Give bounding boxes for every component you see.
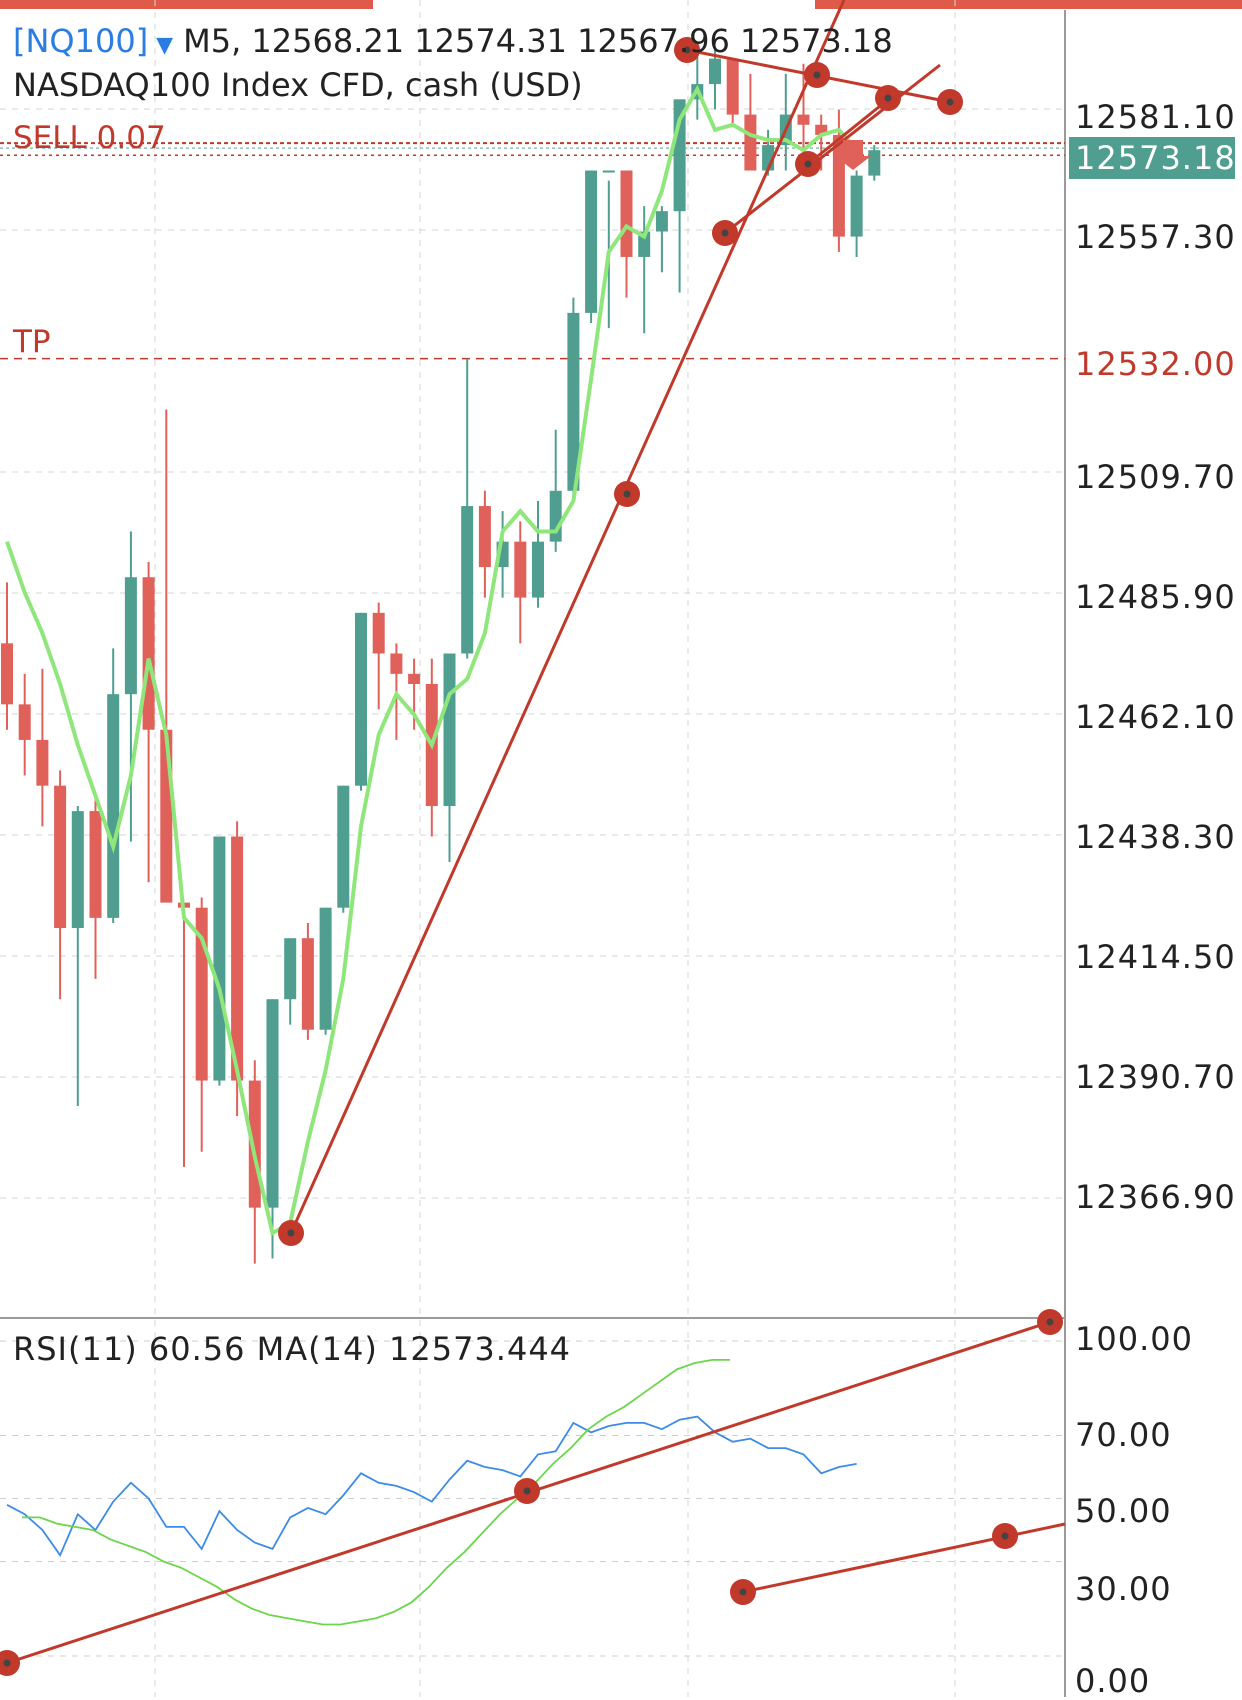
price-label: 12390.70 bbox=[1075, 1058, 1236, 1096]
trendline-anchor-dot bbox=[804, 160, 812, 168]
candle-bull bbox=[461, 506, 474, 654]
candle-bull bbox=[602, 170, 615, 173]
candle-bull bbox=[284, 938, 297, 1000]
candle-bear bbox=[301, 938, 314, 1030]
price-label: 12485.90 bbox=[1075, 578, 1236, 616]
rsi-trendline-anchor-dot bbox=[1046, 1318, 1054, 1326]
candle-bull bbox=[655, 211, 668, 232]
candle-bull bbox=[850, 175, 863, 237]
candle-bull bbox=[124, 577, 137, 695]
candle-bull bbox=[549, 490, 562, 542]
candle-bear bbox=[478, 506, 491, 568]
rsi-line bbox=[6, 1415, 857, 1558]
candle-bear bbox=[231, 836, 244, 1081]
sell-entry-marker bbox=[835, 140, 871, 170]
candle-bear bbox=[248, 1080, 261, 1208]
symbol-selector[interactable]: [NQ100] bbox=[13, 22, 149, 60]
instrument-description: NASDAQ100 Index CFD, cash (USD) bbox=[13, 66, 583, 104]
candle-bear bbox=[18, 704, 31, 740]
price-label: 12509.70 bbox=[1075, 458, 1236, 496]
ohlc-readout: 12568.21 12574.31 12567.96 12573.18 bbox=[251, 22, 893, 60]
candle-bear bbox=[89, 811, 102, 918]
candle-bear bbox=[142, 577, 155, 730]
trendline-anchor-dot bbox=[287, 1229, 295, 1237]
candle-bear bbox=[408, 673, 421, 685]
tp-price-label: 12532.00 bbox=[1075, 345, 1236, 383]
trendline-anchor-dot bbox=[813, 71, 821, 79]
top-accent-bar bbox=[815, 0, 1242, 9]
candle-bear bbox=[797, 114, 810, 125]
candle-bull bbox=[532, 541, 544, 598]
candle-bear bbox=[36, 739, 49, 786]
dropdown-icon[interactable]: ▼ bbox=[156, 33, 174, 58]
candle-bull bbox=[107, 694, 120, 918]
rsi-level-label: 70.00 bbox=[1075, 1416, 1172, 1454]
trendline-anchor-dot bbox=[946, 98, 954, 106]
rsi-trendline-anchor-dot bbox=[523, 1487, 531, 1495]
candle-bear bbox=[514, 541, 527, 598]
price-label: 12438.30 bbox=[1075, 818, 1236, 856]
candle-bear bbox=[726, 58, 739, 115]
trendline-anchor-dot bbox=[721, 229, 729, 237]
tp-label[interactable]: TP bbox=[13, 324, 51, 360]
chart-header: [NQ100] ▼ M5, 12568.21 12574.31 12567.96 1… bbox=[13, 22, 893, 60]
price-label: 12414.50 bbox=[1075, 938, 1236, 976]
candle-bear bbox=[372, 612, 385, 654]
rsi-level-label: 30.00 bbox=[1075, 1570, 1172, 1608]
candle-bear bbox=[160, 729, 173, 903]
price-label: 12462.10 bbox=[1075, 698, 1236, 736]
price-label: 12366.90 bbox=[1075, 1178, 1236, 1216]
candle-bull bbox=[213, 836, 226, 1081]
rsi-trendline-anchor-dot bbox=[3, 1659, 11, 1667]
trendline bbox=[724, 63, 941, 235]
trendline-anchor-dot bbox=[884, 94, 892, 102]
current-price-badge: 12573.18 bbox=[1069, 137, 1235, 179]
price-label: 12557.30 bbox=[1075, 218, 1236, 256]
candle-bear bbox=[620, 170, 633, 257]
trendline-anchor-dot bbox=[623, 490, 631, 498]
moving-average-line bbox=[5, 84, 859, 1237]
rsi-level-label: 100.00 bbox=[1075, 1320, 1193, 1358]
candle-bull bbox=[71, 811, 84, 929]
candle-bull bbox=[266, 999, 279, 1208]
trendline-anchor-dot bbox=[683, 46, 691, 54]
candle-bear bbox=[744, 114, 757, 171]
candle-bull bbox=[638, 231, 651, 257]
timeframe-label[interactable]: M5, bbox=[183, 22, 242, 60]
trendline bbox=[807, 96, 891, 166]
top-accent-bar bbox=[0, 0, 373, 9]
rsi-level-label: 50.00 bbox=[1075, 1492, 1172, 1530]
candle-bull bbox=[337, 785, 350, 908]
candle-bull bbox=[868, 150, 881, 176]
candle-bear bbox=[390, 653, 403, 674]
candle-bull bbox=[709, 58, 721, 85]
candle-bear bbox=[815, 124, 828, 135]
candle-bull bbox=[585, 170, 598, 313]
price-label: 12581.10 bbox=[1075, 98, 1236, 136]
rsi-ma-line bbox=[22, 1359, 730, 1626]
candle-bull bbox=[319, 907, 332, 1030]
sell-order-label[interactable]: SELL 0.07 bbox=[13, 120, 166, 156]
candle-bear bbox=[1, 643, 13, 705]
candle-bull bbox=[443, 653, 456, 807]
candle-bull bbox=[355, 612, 367, 786]
rsi-trendline-anchor-dot bbox=[1001, 1532, 1009, 1540]
rsi-header: RSI(11) 60.56 MA(14) 12573.444 bbox=[13, 1330, 572, 1368]
rsi-level-label: 0.00 bbox=[1075, 1662, 1151, 1700]
candle-bull bbox=[567, 312, 580, 491]
trendline bbox=[289, 0, 846, 1234]
rsi-trendline-anchor-dot bbox=[739, 1588, 747, 1596]
candle-bear bbox=[54, 785, 67, 929]
